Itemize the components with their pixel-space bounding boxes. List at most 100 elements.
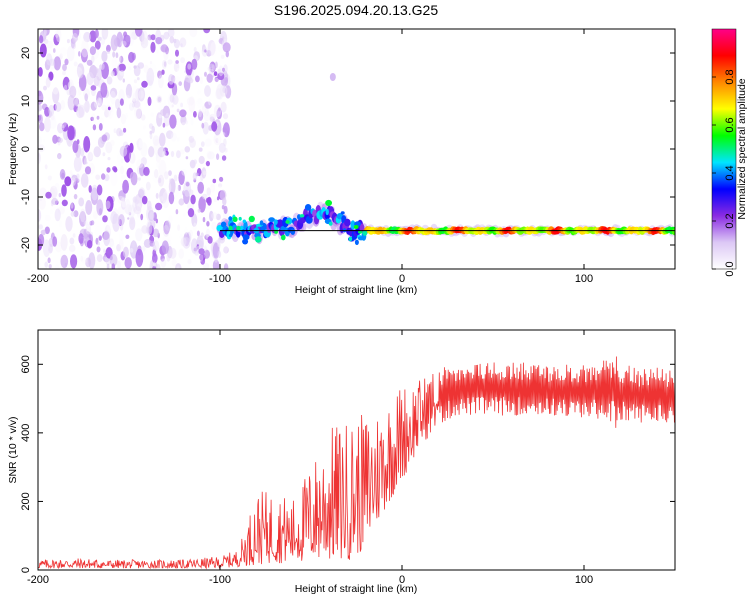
noise-blob (169, 247, 177, 259)
colorbar-tick-label: 0.8 (724, 69, 736, 84)
noise-blob (168, 178, 176, 195)
noise-blob (39, 43, 47, 58)
noise-blob (120, 40, 127, 47)
noise-blob (128, 102, 135, 111)
noise-blob (78, 87, 82, 96)
noise-blob (179, 149, 185, 155)
noise-blob (47, 160, 56, 171)
noise-blob (85, 200, 93, 215)
y-tick-label: 400 (20, 424, 32, 442)
noise-blob (186, 102, 192, 109)
noise-blob (84, 166, 92, 175)
noise-blob (154, 169, 159, 179)
noise-blob (185, 120, 188, 125)
noise-blob (70, 38, 75, 49)
noise-blob (123, 127, 127, 133)
noise-blob (192, 180, 198, 188)
y-tick-label: 10 (20, 95, 32, 107)
noise-blob (198, 147, 203, 152)
noise-blob (59, 169, 66, 180)
noise-blob (189, 138, 196, 148)
noise-blob (219, 189, 227, 201)
ridge-spot (340, 211, 345, 215)
noise-blob (168, 234, 172, 242)
noise-blob (110, 70, 115, 77)
noise-blob (224, 85, 232, 99)
noise-blob (203, 29, 211, 34)
noise-blob (135, 248, 144, 268)
noise-blob (158, 159, 167, 177)
noise-blob (61, 184, 67, 197)
noise-blob (106, 167, 111, 173)
noise-blob (85, 223, 92, 235)
isolated-blob (329, 73, 336, 81)
noise-blob (48, 264, 52, 269)
noise-blob (215, 137, 219, 143)
noise-blob (106, 44, 111, 53)
noise-blob (78, 197, 85, 207)
ridge-spot (232, 216, 238, 222)
noise-blob (222, 242, 229, 255)
noise-blob (218, 183, 223, 188)
noise-blob (113, 128, 117, 134)
noise-blob (155, 202, 163, 211)
noise-blob (53, 33, 60, 46)
noise-blob (222, 42, 231, 53)
spectrogram-x-ticks: -200 -100 0 100 (27, 29, 593, 285)
noise-blob (222, 113, 229, 120)
ridge-spot (299, 214, 305, 218)
noise-blob (193, 159, 198, 165)
noise-blob (103, 248, 106, 253)
noise-blob (94, 220, 100, 228)
noise-blob (164, 220, 171, 231)
noise-blob (117, 195, 125, 204)
noise-blob (38, 141, 41, 147)
noise-blob (152, 240, 160, 252)
noise-blob (127, 46, 131, 50)
noise-blob (220, 131, 226, 138)
noise-blob (44, 226, 50, 235)
noise-blob (202, 217, 206, 223)
noise-blob (156, 161, 161, 168)
noise-blob (80, 39, 89, 58)
noise-blob (110, 171, 118, 187)
noise-blob (204, 138, 212, 147)
noise-blob (49, 209, 54, 215)
noise-blob (124, 257, 132, 269)
noise-blob (70, 202, 75, 212)
noise-blob (223, 246, 229, 254)
noise-blob (78, 233, 84, 244)
noise-blob (91, 113, 96, 122)
noise-blob (210, 182, 215, 188)
noise-blob (176, 137, 180, 142)
colorbar-gradient (711, 28, 737, 270)
noise-blob (86, 239, 93, 249)
noise-blob (193, 222, 197, 229)
noise-blob (81, 256, 87, 264)
noise-blob (189, 229, 193, 237)
noise-blob (216, 153, 220, 160)
noise-blob (212, 182, 220, 197)
noise-blob (196, 98, 204, 108)
noise-blob (220, 101, 227, 113)
noise-blob (175, 263, 182, 269)
noise-blob (138, 139, 144, 149)
noise-blob (177, 184, 181, 191)
noise-blob (39, 187, 47, 197)
noise-blob (70, 211, 75, 217)
noise-blob (129, 240, 138, 259)
noise-blob (121, 201, 127, 208)
noise-blob (67, 94, 76, 111)
noise-blob (100, 82, 108, 98)
noise-blob (73, 61, 78, 67)
noise-blob (152, 265, 157, 269)
noise-blob (160, 258, 167, 268)
noise-blob (118, 208, 123, 214)
noise-blob (105, 141, 113, 154)
noise-blob (119, 98, 124, 106)
noise-blob (205, 160, 210, 167)
noise-blob (180, 114, 187, 126)
noise-blob (47, 175, 53, 181)
noise-blob (213, 77, 221, 86)
